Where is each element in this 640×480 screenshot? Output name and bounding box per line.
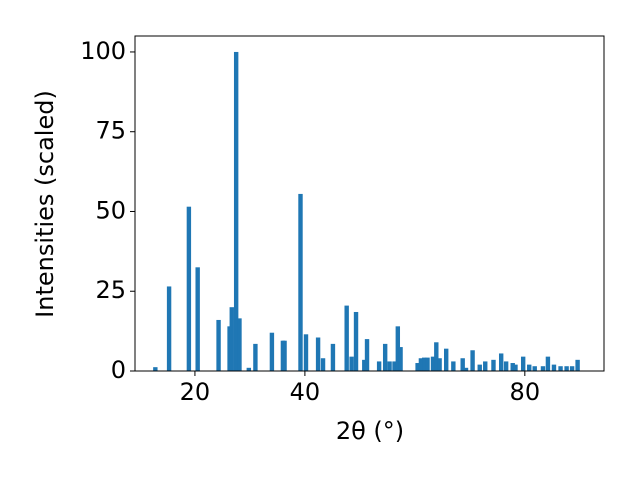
bar xyxy=(395,326,401,371)
bar xyxy=(320,358,326,371)
bar xyxy=(303,334,309,371)
bar xyxy=(382,343,388,371)
bar xyxy=(153,367,158,371)
bar xyxy=(392,361,397,371)
bar xyxy=(282,340,287,371)
bar xyxy=(470,350,475,371)
bar xyxy=(510,363,515,371)
x-tick-label: 40 xyxy=(290,378,321,406)
bar xyxy=(364,339,370,371)
bar xyxy=(532,366,537,371)
bar xyxy=(229,307,234,371)
bar xyxy=(315,337,321,371)
bar xyxy=(269,332,275,371)
bar xyxy=(166,286,172,371)
bar xyxy=(362,359,367,371)
y-tick-label: 100 xyxy=(80,37,126,65)
bar xyxy=(237,318,242,371)
y-tick-label: 25 xyxy=(95,276,126,304)
bar xyxy=(418,358,424,371)
bar xyxy=(298,193,303,371)
bar xyxy=(434,342,439,371)
bar xyxy=(253,343,258,371)
bar xyxy=(246,367,252,371)
bar xyxy=(503,361,509,371)
bar xyxy=(349,356,354,371)
y-tick-label: 0 xyxy=(111,356,126,384)
bar xyxy=(330,343,336,371)
bar xyxy=(460,358,465,371)
x-tick-label: 20 xyxy=(180,378,211,406)
y-axis-label: Intensities (scaled) xyxy=(31,90,59,318)
x-tick-label: 80 xyxy=(510,378,541,406)
y-tick-label: 50 xyxy=(95,196,126,224)
bar xyxy=(186,206,192,371)
bar xyxy=(575,359,580,371)
bar xyxy=(558,366,563,371)
bar xyxy=(483,361,488,371)
bar xyxy=(513,364,518,371)
bar xyxy=(437,358,442,371)
bar xyxy=(498,353,504,371)
y-tick-label: 75 xyxy=(95,117,126,145)
bar xyxy=(195,267,200,371)
bar xyxy=(491,359,496,371)
bar xyxy=(520,356,526,371)
bar xyxy=(398,347,403,371)
bar xyxy=(425,357,430,371)
bar xyxy=(233,51,239,371)
plot-frame xyxy=(134,35,605,372)
bar xyxy=(430,356,436,371)
bar xyxy=(569,366,575,371)
x-axis-label: 2θ (°) xyxy=(336,417,404,445)
bar xyxy=(415,363,420,371)
bar xyxy=(451,361,456,371)
bar xyxy=(216,319,221,371)
bar xyxy=(545,356,551,371)
bar xyxy=(463,367,469,371)
bar xyxy=(344,305,349,371)
bar xyxy=(564,366,569,371)
bar xyxy=(376,361,382,371)
bar xyxy=(540,366,546,371)
bar xyxy=(444,348,449,371)
bar xyxy=(387,361,392,371)
bar xyxy=(527,364,532,371)
bar xyxy=(353,311,359,371)
bar xyxy=(422,357,427,371)
bar xyxy=(477,364,482,371)
bar xyxy=(551,364,557,371)
